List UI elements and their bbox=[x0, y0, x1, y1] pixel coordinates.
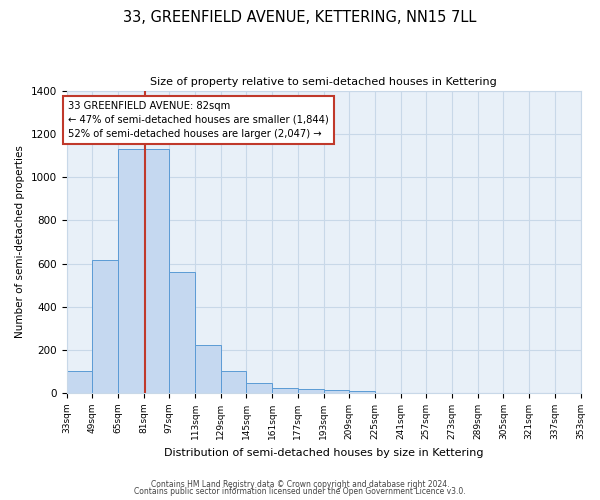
Bar bbox=[298, 389, 323, 393]
Bar bbox=[247, 382, 272, 393]
Title: Size of property relative to semi-detached houses in Kettering: Size of property relative to semi-detach… bbox=[150, 78, 497, 88]
Text: 33 GREENFIELD AVENUE: 82sqm
← 47% of semi-detached houses are smaller (1,844)
52: 33 GREENFIELD AVENUE: 82sqm ← 47% of sem… bbox=[68, 101, 329, 139]
Text: Contains HM Land Registry data © Crown copyright and database right 2024.: Contains HM Land Registry data © Crown c… bbox=[151, 480, 449, 489]
Bar bbox=[272, 388, 298, 393]
Text: 33, GREENFIELD AVENUE, KETTERING, NN15 7LL: 33, GREENFIELD AVENUE, KETTERING, NN15 7… bbox=[124, 10, 476, 25]
Bar bbox=[323, 390, 349, 393]
Text: Contains public sector information licensed under the Open Government Licence v3: Contains public sector information licen… bbox=[134, 487, 466, 496]
Bar bbox=[169, 272, 195, 393]
Bar bbox=[67, 372, 92, 393]
Bar bbox=[349, 391, 375, 393]
Y-axis label: Number of semi-detached properties: Number of semi-detached properties bbox=[15, 146, 25, 338]
Bar bbox=[221, 372, 247, 393]
Bar bbox=[195, 344, 221, 393]
X-axis label: Distribution of semi-detached houses by size in Kettering: Distribution of semi-detached houses by … bbox=[164, 448, 483, 458]
Bar bbox=[143, 150, 169, 393]
Bar bbox=[118, 150, 143, 393]
Bar bbox=[92, 260, 118, 393]
